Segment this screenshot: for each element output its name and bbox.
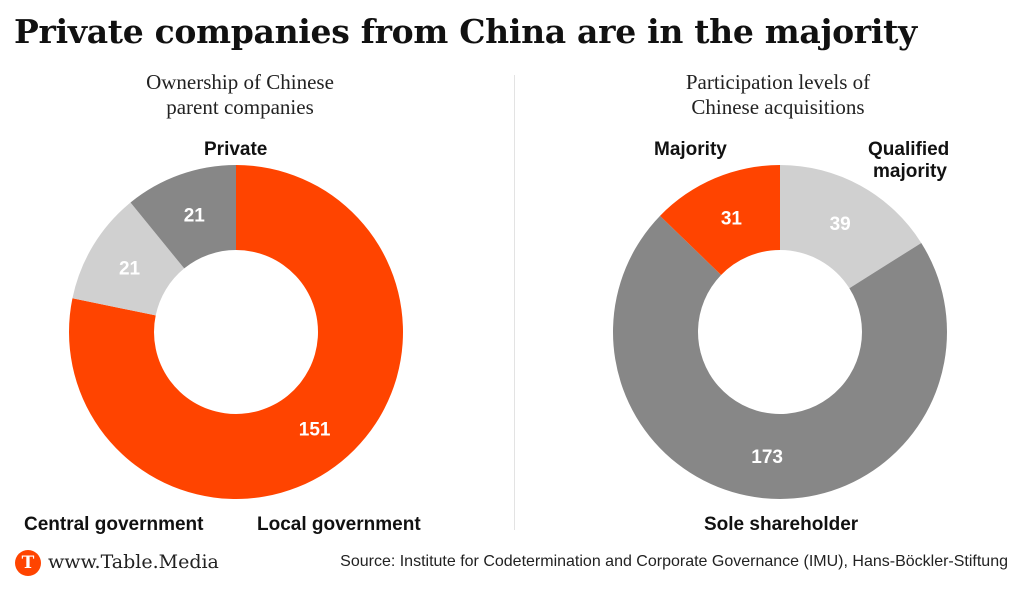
participation-donut-chart: 39 173 31 xyxy=(613,165,947,499)
left-subtitle-line-1: Ownership of Chinese xyxy=(146,70,334,94)
ownership-slice-central-government xyxy=(130,165,236,269)
label-qualified-majority: Qualified majority xyxy=(868,139,949,183)
left-chart-subtitle: Ownership of Chinese parent companies xyxy=(80,70,400,120)
chart-divider xyxy=(514,75,515,530)
participation-slice-qualified-majority xyxy=(780,165,922,289)
ownership-value-private: 151 xyxy=(299,420,331,441)
participation-slice-majority xyxy=(660,165,780,275)
label-qualified-majority-line-2: majority xyxy=(873,161,947,182)
ownership-value-local-government: 21 xyxy=(119,258,141,279)
ownership-donut-chart: 151 21 21 xyxy=(69,165,404,499)
table-media-logo-icon: T xyxy=(15,550,41,576)
label-private: Private xyxy=(204,139,268,160)
right-subtitle-line-1: Participation levels of xyxy=(685,70,871,94)
participation-value-majority: 31 xyxy=(721,208,743,229)
right-subtitle-line-2: Chinese acquisitions xyxy=(691,95,865,119)
ownership-value-central-government: 21 xyxy=(184,206,206,227)
label-qualified-majority-line-1: Qualified xyxy=(868,139,950,160)
participation-value-sole-shareholder: 173 xyxy=(751,447,783,468)
left-subtitle-line-2: parent companies xyxy=(166,95,314,119)
footer-source: Source: Institute for Codetermination an… xyxy=(340,553,1008,570)
participation-slice-sole-shareholder xyxy=(613,215,947,499)
label-sole-shareholder: Sole shareholder xyxy=(704,514,859,535)
right-chart-subtitle: Participation levels of Chinese acquisit… xyxy=(618,70,938,120)
participation-value-qualified-majority: 39 xyxy=(830,214,851,235)
ownership-slice-private xyxy=(69,165,404,499)
label-central-government: Central government xyxy=(24,514,204,535)
ownership-slice-local-government xyxy=(72,202,185,316)
label-majority: Majority xyxy=(654,139,727,160)
footer-site: www.Table.Media xyxy=(48,551,219,573)
chart-title: Private companies from China are in the … xyxy=(14,12,917,51)
label-local-government: Local government xyxy=(257,514,421,535)
